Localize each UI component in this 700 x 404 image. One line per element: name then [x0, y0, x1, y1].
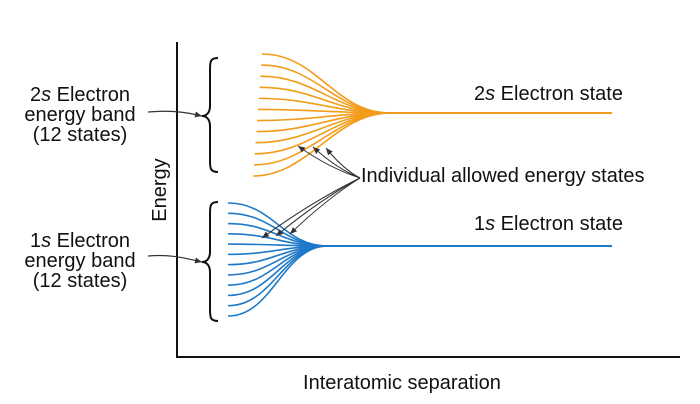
- band-1s-label-line1: 1s Electron: [30, 230, 130, 252]
- band-1s-label-line3: (12 states): [33, 270, 127, 292]
- annotation-arrows: [261, 145, 361, 239]
- energy-state-curve: [254, 112, 391, 155]
- energy-state-curve: [227, 245, 329, 286]
- energy-state-curve: [227, 212, 329, 247]
- allowed-state-pointer-arrow: [275, 177, 361, 237]
- allowed-state-pointer-arrow: [297, 145, 361, 179]
- band-2s-brace: [201, 57, 219, 173]
- band-2s-label-line2: energy band: [24, 104, 135, 126]
- band-2s-label-line3: (12 states): [33, 124, 127, 146]
- energy-state-curve: [261, 53, 391, 114]
- energy-state-curve: [253, 112, 391, 177]
- band-2s-label-line1: 2s Electron: [30, 84, 130, 106]
- band-1s-label-arrow: [147, 254, 203, 264]
- allowed-states-annotation: Individual allowed energy states: [361, 165, 645, 187]
- band-2s-label-arrow: [147, 110, 203, 118]
- band-2s-curves: [253, 53, 612, 177]
- allowed-state-pointer-arrow: [261, 177, 361, 239]
- y-axis-label: Energy: [149, 158, 171, 221]
- state-2s-label: 2s Electron state: [474, 83, 623, 105]
- allowed-state-pointer-arrow: [325, 147, 361, 179]
- band-1s-brace: [201, 201, 219, 322]
- energy-state-curve: [227, 245, 329, 317]
- allowed-state-pointer-arrow: [289, 177, 361, 235]
- band-1s-label-line2: energy band: [24, 250, 135, 272]
- x-axis-label: Interatomic separation: [303, 372, 501, 394]
- energy-state-curve: [260, 75, 391, 114]
- state-1s-label: 1s Electron state: [474, 213, 623, 235]
